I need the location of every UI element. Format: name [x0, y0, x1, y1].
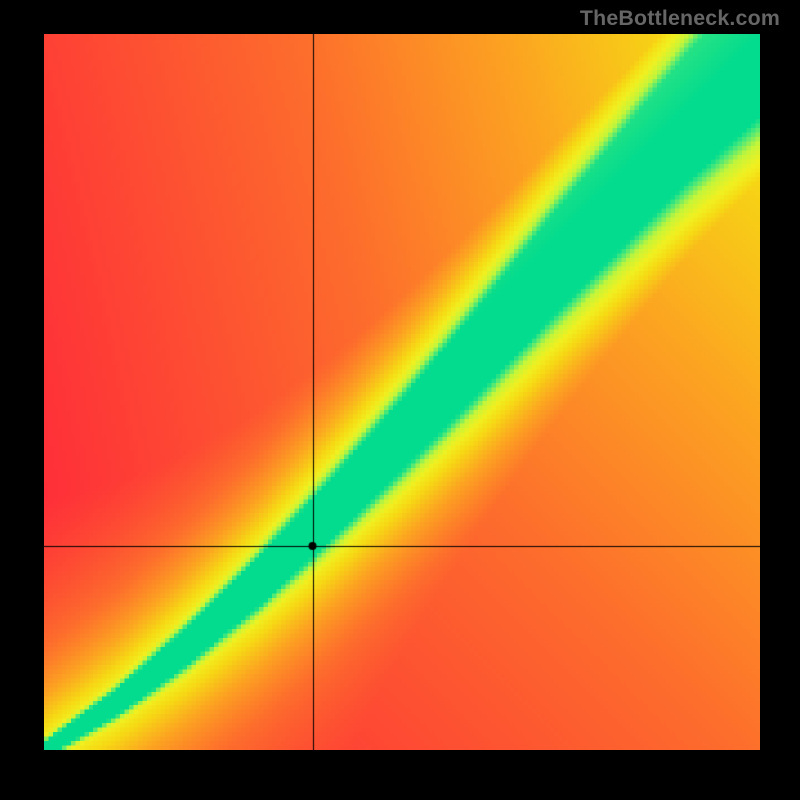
watermark-text: TheBottleneck.com: [580, 6, 780, 31]
chart-container: TheBottleneck.com: [0, 0, 800, 800]
crosshair-overlay: [44, 34, 760, 750]
